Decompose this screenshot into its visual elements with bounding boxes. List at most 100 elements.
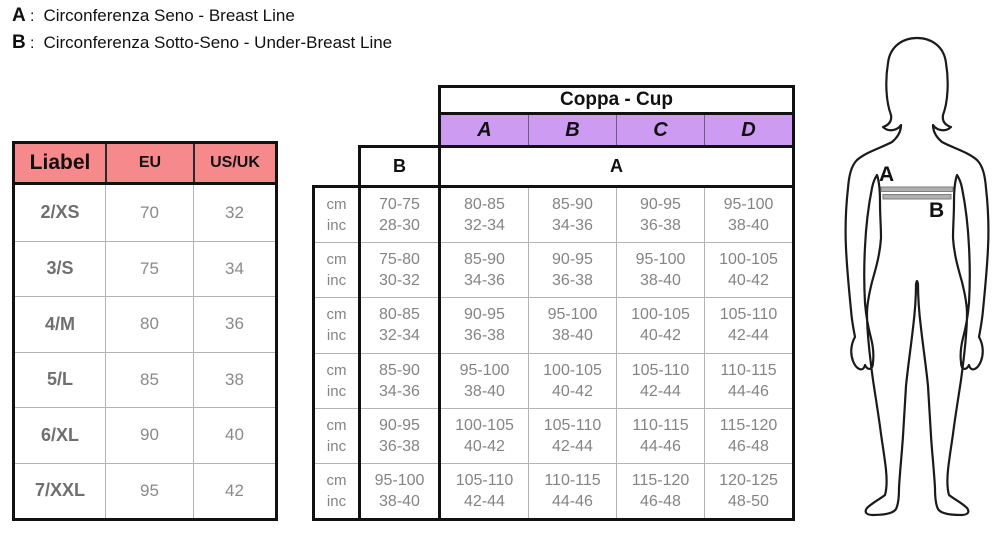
cup-d-cell: 95-100 38-40: [704, 188, 792, 243]
under-breast-column-header: B: [358, 145, 438, 185]
cup-a-cell: 95-100 38-40: [459, 361, 510, 400]
cup-c-cell: 90-95 36-38: [616, 188, 704, 243]
cup-b-cell: 110-115 44-46: [528, 463, 616, 519]
cup-c-cell: 110-115 44-46: [616, 408, 704, 463]
body-measurement-figure: A B: [833, 18, 997, 532]
legend-separator: :: [30, 8, 35, 25]
cup-letter-d: D: [704, 115, 792, 145]
table-row: 6/XL 90 40: [15, 407, 275, 463]
cup-letter-c: C: [616, 115, 704, 145]
under-breast-cell: 80-85 32-34: [379, 306, 420, 345]
table-row: 105-110 42-44 110-115 44-46 115-120 46-48 1…: [441, 462, 792, 519]
breast-measure-line: [880, 186, 954, 192]
under-breast-cell: 70-75 28-30: [379, 196, 420, 235]
unit-label: cm inc: [326, 251, 347, 290]
legend-line-breast: A : Circonferenza Seno - Breast Line: [12, 5, 392, 32]
breast-column-header: A: [438, 145, 795, 185]
body-silhouette-illustration: A B: [844, 36, 990, 517]
header-usuk: US/UK: [193, 144, 275, 182]
cup-c-cell: 100-105 40-42: [616, 298, 704, 353]
table-row: 100-105 40-42 105-110 42-44 110-115 44-46 1…: [441, 407, 792, 463]
under-breast-cell: 75-80 30-32: [379, 251, 420, 290]
unit-label: cm inc: [326, 196, 347, 235]
eu-value: 90: [105, 407, 193, 463]
usuk-value: 38: [193, 351, 275, 407]
eu-value: 85: [105, 351, 193, 407]
figure-label-b: B: [929, 199, 944, 222]
usuk-value: 36: [193, 296, 275, 352]
under-breast-measure-line: [882, 194, 952, 200]
size-table-header-row: Liabel EU US/UK: [15, 144, 275, 185]
cup-a-cell: 100-105 40-42: [455, 416, 514, 455]
cup-letter-a: A: [477, 118, 492, 141]
breast-data-grid: 80-85 32-34 85-90 34-36 90-95 36-38 95-100 3…: [438, 185, 795, 521]
cup-a-cell: 90-95 36-38: [464, 306, 505, 345]
size-label: 7/XXL: [15, 462, 105, 519]
cup-c-cell: 115-120 46-48: [616, 463, 704, 519]
table-row: 4/M 80 36: [15, 296, 275, 352]
table-row: 80-85 32-34 85-90 34-36 90-95 36-38 95-100 3…: [441, 188, 792, 243]
under-breast-data-column: 70-75 28-30 75-80 30-32 80-85 32-34 85-90 34…: [358, 185, 438, 521]
unit-label: cm inc: [326, 306, 347, 345]
legend-line-under-breast: B : Circonferenza Sotto-Seno - Under-Bre…: [12, 32, 392, 59]
cup-a-cell: 105-110 42-44: [455, 471, 514, 510]
table-row: 3/S 75 34: [15, 240, 275, 297]
cup-d-cell: 110-115 44-46: [704, 353, 792, 408]
table-row: 95-100 38-40 100-105 40-42 105-110 42-44 11…: [441, 352, 792, 408]
cup-d-cell: 100-105 40-42: [704, 243, 792, 298]
cup-a-cell: 85-90 34-36: [464, 251, 505, 290]
cup-b-cell: 100-105 40-42: [528, 353, 616, 408]
legend: A : Circonferenza Seno - Breast Line B :…: [12, 5, 392, 59]
eu-value: 80: [105, 296, 193, 352]
cup-d-cell: 115-120 46-48: [704, 408, 792, 463]
unit-labels-column: cm inc cm inc cm inc cm inc cm inc cm inc: [312, 185, 358, 521]
size-label: 2/XS: [40, 202, 80, 223]
legend-label-under-breast: Circonferenza Sotto-Seno - Under-Breast …: [43, 33, 393, 52]
under-breast-cell: 90-95 36-38: [379, 416, 420, 455]
figure-label-a: A: [879, 163, 894, 186]
cup-a-cell: 80-85 32-34: [464, 196, 505, 235]
eu-value: 70: [105, 185, 193, 241]
cup-measurement-table: Coppa - Cup A B C D B A cm inc cm inc cm in…: [312, 85, 795, 521]
under-breast-cell: 95-100 38-40: [374, 471, 425, 510]
cup-letter-b: B: [528, 115, 616, 145]
usuk-value: 34: [193, 240, 275, 296]
cup-d-cell: 105-110 42-44: [704, 298, 792, 353]
cup-table-title: Coppa - Cup: [438, 85, 795, 115]
size-label: 4/M: [15, 296, 105, 352]
cup-b-cell: 85-90 34-36: [528, 188, 616, 243]
eu-value: 75: [105, 240, 193, 296]
legend-label-breast: Circonferenza Seno - Breast Line: [43, 6, 295, 25]
unit-label: cm inc: [326, 361, 347, 400]
size-label: 3/S: [15, 240, 105, 297]
legend-separator: :: [30, 35, 35, 52]
usuk-value: 32: [193, 185, 275, 241]
cup-d-cell: 120-125 48-50: [704, 463, 792, 519]
cup-c-cell: 95-100 38-40: [616, 243, 704, 298]
cup-b-cell: 90-95 36-38: [528, 243, 616, 298]
usuk-value: 42: [193, 462, 275, 518]
header-eu: EU: [105, 144, 193, 182]
table-row: 2/XS 70 32: [15, 185, 275, 241]
cup-letters-row: A B C D: [438, 115, 795, 145]
under-breast-cell: 85-90 34-36: [379, 361, 420, 400]
table-row: 7/XXL 95 42: [15, 462, 275, 519]
table-row: 90-95 36-38 95-100 38-40 100-105 40-42 105-…: [441, 297, 792, 353]
legend-key-b: B: [12, 32, 26, 53]
size-label: 6/XL: [15, 407, 105, 463]
cup-b-cell: 105-110 42-44: [528, 408, 616, 463]
size-conversion-table: Liabel EU US/UK 2/XS 70 32 3/S 75 34 4/M…: [12, 141, 278, 521]
cup-b-cell: 95-100 38-40: [528, 298, 616, 353]
unit-label: cm inc: [326, 416, 347, 455]
cup-c-cell: 105-110 42-44: [616, 353, 704, 408]
table-row: 85-90 34-36 90-95 36-38 95-100 38-40 100-10…: [441, 242, 792, 298]
unit-label: cm inc: [326, 471, 347, 510]
legend-key-a: A: [12, 5, 26, 26]
header-brand: Liabel: [29, 151, 91, 174]
eu-value: 95: [105, 462, 193, 518]
table-row: 5/L 85 38: [15, 351, 275, 408]
size-table-body: 2/XS 70 32 3/S 75 34 4/M 80 36 5/L 85 38…: [15, 185, 275, 518]
size-label: 5/L: [15, 351, 105, 408]
body-outline: [844, 36, 990, 517]
